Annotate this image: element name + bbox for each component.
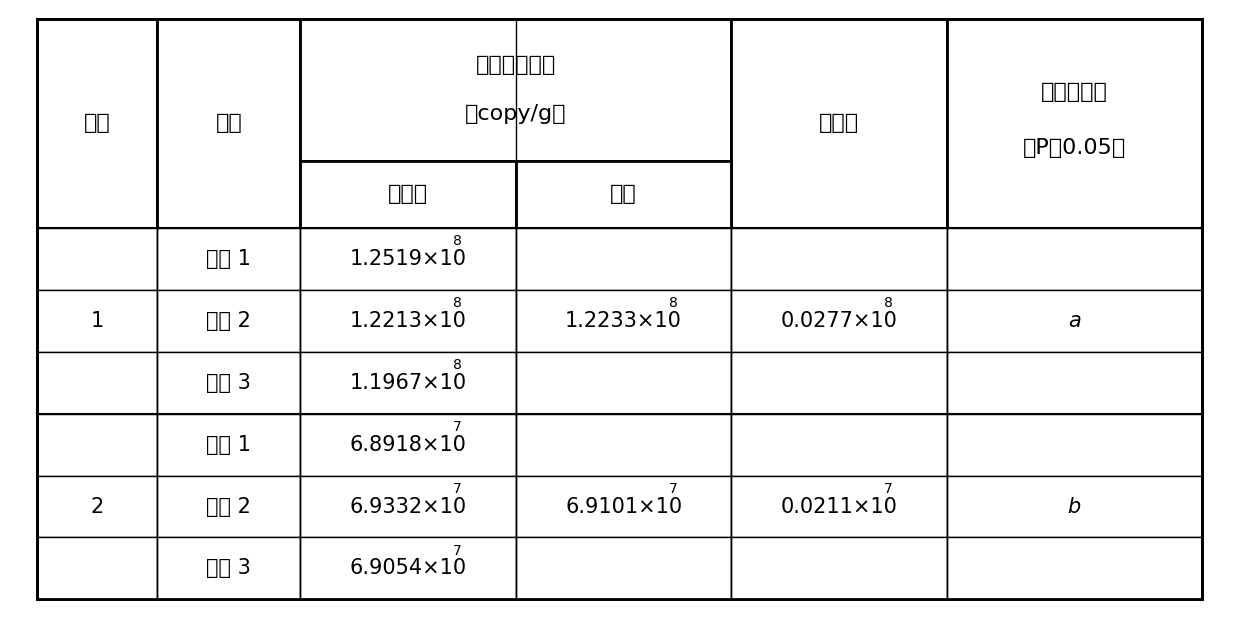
Bar	[947, 475, 1202, 538]
Text: 测定值: 测定值	[388, 184, 429, 205]
Text: 8: 8	[453, 296, 462, 310]
Bar	[157, 475, 300, 538]
Bar	[515, 538, 731, 599]
Text: 差异显著性: 差异显著性	[1041, 82, 1108, 102]
Text: 2: 2	[90, 496, 104, 517]
Bar	[947, 290, 1202, 352]
Bar	[731, 19, 947, 227]
Bar	[157, 290, 300, 352]
Text: 均值: 均值	[610, 184, 637, 205]
Bar	[300, 161, 515, 227]
Text: 8: 8	[885, 296, 893, 310]
Bar	[515, 352, 731, 413]
Bar	[37, 413, 157, 475]
Text: a: a	[1068, 311, 1080, 331]
Text: 6.9054×10: 6.9054×10	[349, 559, 467, 578]
Text: 8: 8	[453, 358, 462, 372]
Bar	[37, 290, 157, 352]
Bar	[37, 538, 157, 599]
Text: 1: 1	[90, 311, 104, 331]
Text: 7: 7	[669, 482, 678, 496]
Text: 土壤细菌数量: 土壤细菌数量	[476, 55, 556, 75]
Bar	[157, 538, 300, 599]
Text: b: b	[1068, 496, 1080, 517]
Bar	[157, 19, 300, 227]
Text: 1.2213×10: 1.2213×10	[349, 311, 467, 331]
Bar	[157, 227, 300, 290]
Text: （copy/g）: （copy/g）	[465, 104, 566, 124]
Bar	[731, 290, 947, 352]
Text: 重复: 重复	[216, 113, 242, 133]
Text: 0.0211×10: 0.0211×10	[781, 496, 897, 517]
Bar	[515, 227, 731, 290]
Text: 处理: 处理	[84, 113, 110, 133]
Text: 0.0277×10: 0.0277×10	[781, 311, 897, 331]
Text: （P＜0.05）: （P＜0.05）	[1022, 138, 1126, 158]
Text: 1.2233×10: 1.2233×10	[565, 311, 681, 331]
Bar	[37, 475, 157, 538]
Text: 重复 1: 重复 1	[207, 434, 252, 455]
Text: 重复 2: 重复 2	[207, 311, 252, 331]
Bar	[947, 413, 1202, 475]
Text: 1.1967×10: 1.1967×10	[349, 373, 467, 392]
Text: 7: 7	[885, 482, 893, 496]
Text: 8: 8	[453, 234, 462, 248]
Bar	[947, 538, 1202, 599]
Bar	[731, 227, 947, 290]
Bar	[300, 475, 515, 538]
Text: 重复 1: 重复 1	[207, 248, 252, 269]
Bar	[515, 413, 731, 475]
Bar	[300, 538, 515, 599]
Text: 6.8918×10: 6.8918×10	[349, 434, 467, 455]
Bar	[37, 227, 157, 290]
Bar	[515, 475, 731, 538]
Text: 重复 3: 重复 3	[207, 373, 252, 392]
Bar	[300, 19, 731, 161]
Text: 标准差: 标准差	[819, 113, 859, 133]
Bar	[731, 538, 947, 599]
Bar	[300, 227, 515, 290]
Bar	[731, 413, 947, 475]
Bar	[300, 352, 515, 413]
Text: 1.2519×10: 1.2519×10	[349, 248, 467, 269]
Bar	[515, 290, 731, 352]
Bar	[731, 352, 947, 413]
Bar	[37, 352, 157, 413]
Text: 6.9332×10: 6.9332×10	[349, 496, 467, 517]
Bar	[947, 19, 1202, 227]
Bar	[37, 19, 157, 227]
Bar	[157, 352, 300, 413]
Bar	[731, 475, 947, 538]
Text: 8: 8	[669, 296, 678, 310]
Bar	[157, 413, 300, 475]
Text: 重复 2: 重复 2	[207, 496, 252, 517]
Text: 重复 3: 重复 3	[207, 559, 252, 578]
Bar	[300, 290, 515, 352]
Bar	[300, 413, 515, 475]
Text: 6.9101×10: 6.9101×10	[565, 496, 683, 517]
Bar	[515, 161, 731, 227]
Bar	[947, 352, 1202, 413]
Text: 7: 7	[453, 420, 462, 434]
Bar	[947, 227, 1202, 290]
Text: 7: 7	[453, 544, 462, 558]
Text: 7: 7	[453, 482, 462, 496]
